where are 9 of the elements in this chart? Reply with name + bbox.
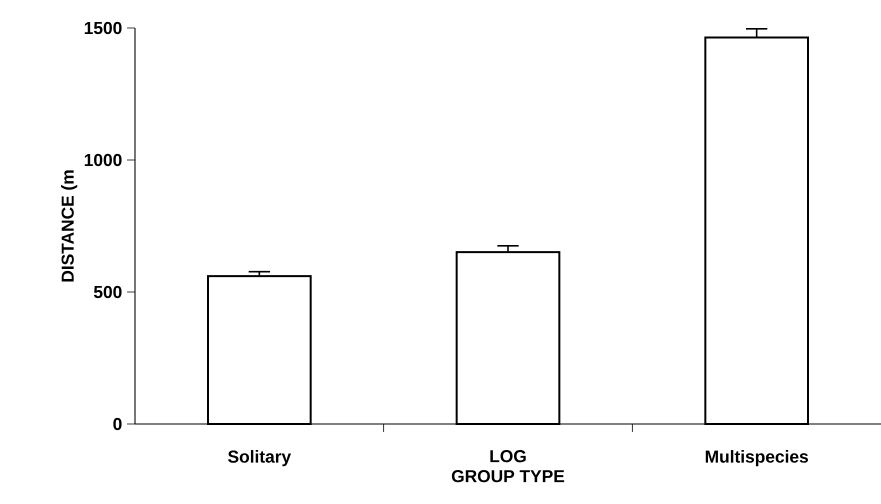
y-tick-label: 0 — [113, 418, 122, 430]
y-tick-label: 500 — [94, 286, 122, 298]
y-tick-label: 1500 — [84, 22, 122, 34]
y-axis-title: DISTANCE (m — [61, 170, 78, 282]
x-tick-label: LOG — [490, 450, 526, 462]
x-tick-label: Solitary — [228, 450, 292, 466]
x-axis-title: GROUP TYPE — [452, 470, 564, 482]
y-tick-label: 1000 — [84, 154, 122, 166]
x-tick-label: Multispecies — [706, 450, 808, 466]
